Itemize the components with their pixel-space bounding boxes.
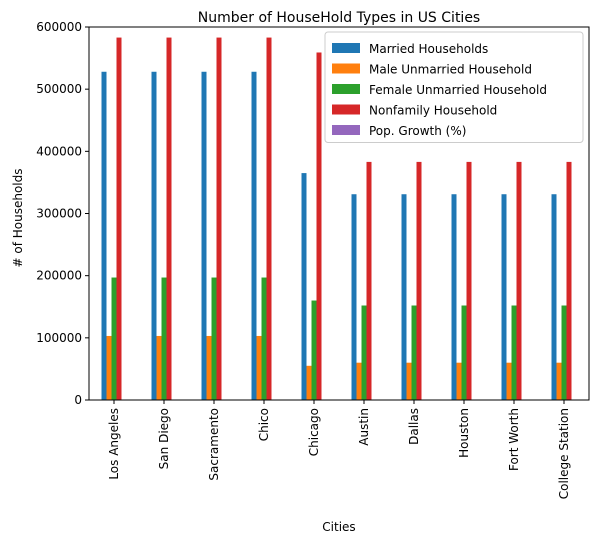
bar	[251, 71, 257, 400]
y-tick-label: 200000	[36, 269, 82, 283]
x-tick-label: Fort Worth	[507, 408, 521, 471]
bar	[501, 194, 507, 400]
y-tick-label: 100000	[36, 331, 82, 345]
bar	[366, 161, 372, 400]
y-axis-title: # of Households	[11, 168, 25, 267]
bar	[111, 277, 117, 400]
bar	[266, 37, 272, 400]
bar	[301, 173, 307, 400]
bar	[411, 305, 417, 400]
bar	[416, 161, 422, 400]
bar	[211, 277, 217, 400]
plot-frame	[88, 26, 590, 401]
chart-title: Number of HouseHold Types in US Cities	[198, 10, 480, 26]
legend-label: Male Unmarried Household	[369, 63, 532, 77]
bar	[456, 362, 462, 400]
x-axis-ticks: Los Angeles San Diego Sacramento Chico Chica…	[107, 400, 571, 499]
bar	[161, 277, 167, 400]
x-tick-label: Sacramento	[207, 408, 221, 481]
bar	[201, 71, 207, 400]
bar	[206, 335, 212, 400]
bar	[461, 305, 467, 400]
bar	[556, 362, 562, 400]
bar	[166, 37, 172, 400]
bar	[261, 277, 267, 400]
y-tick-label: 500000	[36, 82, 82, 96]
bar	[311, 300, 317, 400]
bar	[511, 305, 517, 400]
bar	[451, 194, 457, 400]
bar	[306, 365, 312, 400]
legend-swatch	[332, 84, 360, 94]
bar	[256, 335, 262, 400]
bar	[106, 335, 112, 400]
x-tick-label: Los Angeles	[107, 408, 121, 480]
bar	[316, 52, 322, 401]
legend-label: Married Households	[369, 42, 488, 56]
bar	[116, 37, 122, 400]
bar	[401, 194, 407, 400]
bar	[361, 305, 367, 400]
bar	[466, 161, 472, 400]
legend-label: Female Unmarried Household	[369, 83, 547, 97]
bar	[216, 37, 222, 400]
x-tick-label: Austin	[357, 408, 371, 446]
x-tick-label: Chico	[257, 408, 271, 441]
x-tick-label: Dallas	[407, 408, 421, 445]
bar	[551, 194, 557, 400]
bar	[351, 194, 357, 400]
bar	[156, 335, 162, 400]
legend-box	[324, 31, 584, 143]
x-tick-label: San Diego	[157, 408, 171, 469]
x-tick-label: College Station	[557, 408, 571, 499]
bar	[506, 362, 512, 400]
legend-swatch	[332, 104, 360, 115]
bar	[561, 305, 567, 400]
bars-layer	[101, 37, 572, 401]
legend-label: Pop. Growth (%)	[369, 124, 466, 138]
legend-swatch	[332, 63, 360, 74]
bar	[406, 362, 412, 400]
y-tick-label: 600000	[36, 20, 82, 34]
bar	[566, 161, 572, 400]
legend-swatch	[332, 43, 360, 53]
y-tick-label: 300000	[36, 207, 82, 221]
bar	[356, 362, 362, 400]
y-axis-ticks: 0 100000 200000 300000 400000 500000 600000	[36, 20, 89, 407]
legend-swatch	[332, 125, 360, 135]
bar	[516, 161, 522, 400]
x-tick-label: Houston	[457, 408, 471, 458]
x-tick-label: Chicago	[307, 408, 321, 456]
x-axis-title: Cities	[322, 520, 355, 534]
y-tick-label: 0	[74, 393, 82, 407]
y-tick-label: 400000	[36, 144, 82, 158]
bar	[151, 71, 157, 400]
legend-label: Nonfamily Household	[369, 104, 497, 118]
bar	[101, 71, 107, 400]
legend: Married Households Male Unmarried Househo…	[324, 31, 584, 143]
